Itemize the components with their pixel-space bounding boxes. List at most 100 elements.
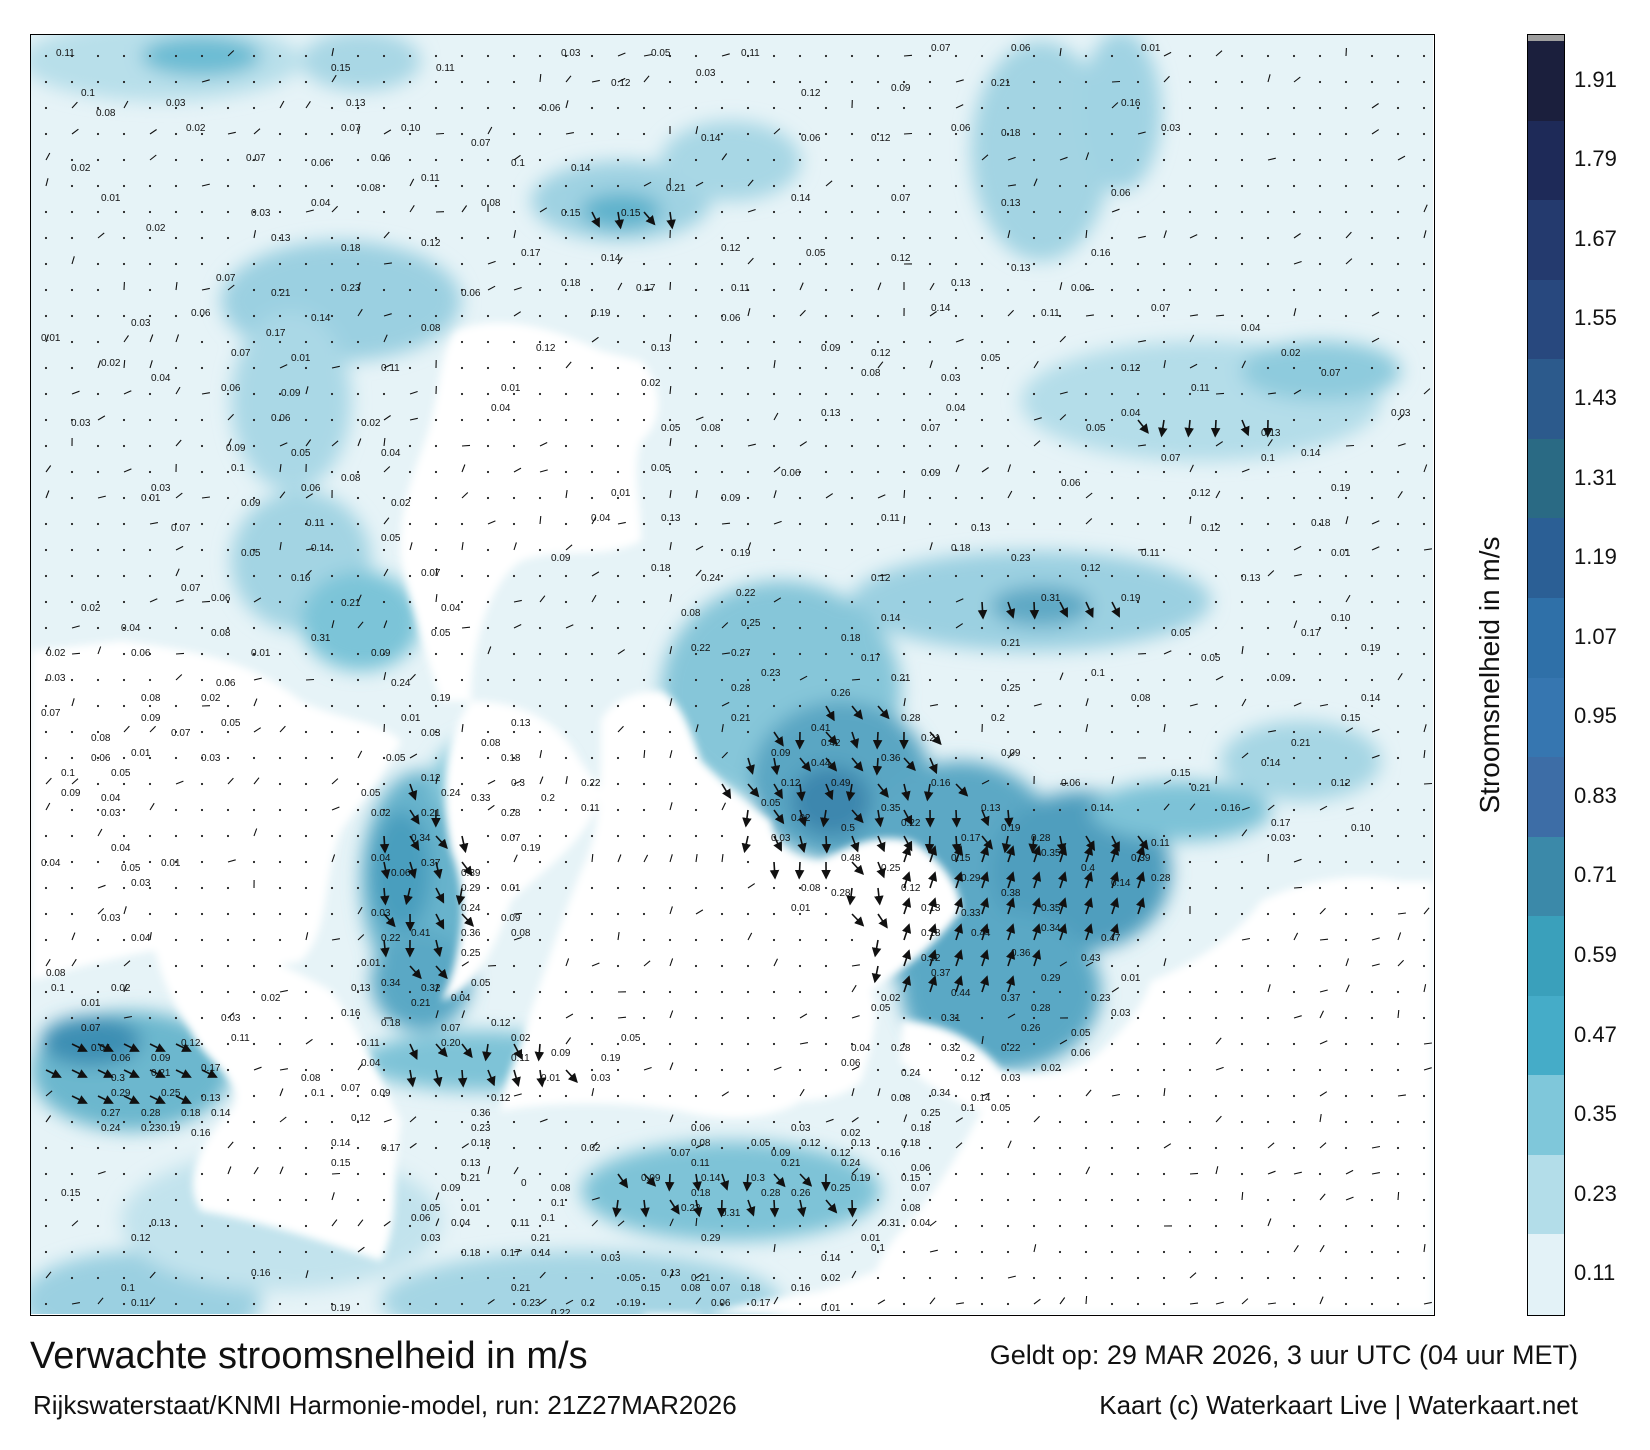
grid-dot — [1058, 730, 1062, 734]
current-arrow — [482, 1043, 492, 1062]
grid-dot — [1162, 444, 1166, 448]
current-speed-map[interactable]: 0.110.10.080.030.020.15 0.110.03 0.05 0.11 0… — [31, 35, 1433, 1314]
current-arrow — [45, 1271, 52, 1279]
colorbar-tick-label: 1.67 — [1574, 225, 1617, 251]
current-arrow — [1397, 414, 1405, 421]
grid-dot — [1318, 314, 1322, 318]
grid-dot — [590, 262, 594, 266]
speed-label: 0.25 — [831, 1183, 851, 1194]
speed-label: 0.06 — [91, 753, 111, 764]
grid-dot — [954, 236, 958, 240]
grid-dot — [1240, 1042, 1244, 1046]
map-frame[interactable]: 0.11 0.1 0.08 0.03 0.02 0.15 0.11 0.03 0.05 0.11 0… — [30, 34, 1435, 1316]
grid-dot — [1162, 548, 1166, 552]
current-arrow — [928, 757, 938, 775]
current-arrow — [1189, 1272, 1197, 1279]
grid-dot — [252, 1276, 256, 1280]
grid-dot — [1032, 808, 1036, 812]
current-arrow — [979, 871, 990, 889]
current-arrow — [1033, 440, 1041, 447]
grid-dot — [590, 704, 594, 708]
grid-dot — [96, 574, 100, 578]
grid-dot — [616, 184, 620, 188]
speed-label: 0.08 — [891, 1093, 911, 1104]
grid-dot — [252, 1120, 256, 1124]
grid-dot — [460, 262, 464, 266]
speed-label: 0.12 — [1081, 563, 1101, 574]
current-arrow — [669, 333, 672, 343]
grid-dot — [850, 340, 854, 344]
grid-dot — [538, 912, 542, 916]
grid-dot — [278, 262, 282, 266]
grid-dot — [538, 990, 542, 994]
grid-dot — [486, 106, 490, 110]
grid-dot — [928, 1042, 932, 1046]
speed-label: 0.02 — [361, 418, 381, 429]
grid-dot — [1396, 314, 1400, 318]
grid-dot — [1370, 496, 1374, 500]
current-arrow — [408, 783, 418, 801]
speed-label: 0.18 — [181, 1108, 201, 1119]
current-arrow — [847, 1199, 858, 1218]
speed-label: 0.33 — [471, 793, 491, 804]
grid-dot — [1396, 886, 1400, 890]
current-arrow — [1005, 949, 1016, 967]
grid-dot — [720, 496, 724, 500]
grid-dot — [1318, 730, 1322, 734]
grid-dot — [954, 1172, 958, 1176]
grid-dot — [668, 730, 672, 734]
grid-dot — [1162, 938, 1166, 942]
grid-dot — [460, 366, 464, 370]
speed-label: 0.32 — [421, 983, 441, 994]
current-arrow — [383, 313, 392, 317]
grid-dot — [226, 262, 230, 266]
grid-dot — [1032, 678, 1036, 682]
current-arrow — [1085, 698, 1089, 707]
grid-dot — [954, 54, 958, 58]
current-arrow — [227, 859, 236, 863]
grid-dot — [1214, 1224, 1218, 1228]
speed-label: 0.04 — [121, 623, 141, 634]
grid-dot — [1266, 236, 1270, 240]
current-arrow — [1111, 601, 1120, 618]
grid-dot — [642, 314, 646, 318]
grid-dot — [382, 158, 386, 162]
current-arrow — [383, 1220, 391, 1227]
speed-label: 0.19 — [431, 693, 451, 704]
grid-dot — [1110, 444, 1114, 448]
grid-dot — [616, 1250, 620, 1254]
grid-dot — [44, 704, 48, 708]
grid-dot — [980, 548, 984, 552]
grid-dot — [148, 106, 152, 110]
grid-dot — [902, 392, 906, 396]
grid-dot — [1292, 990, 1296, 994]
grid-dot — [798, 600, 802, 604]
speed-label: 0.11 — [881, 513, 900, 524]
grid-dot — [330, 756, 334, 760]
grid-dot — [44, 418, 48, 422]
grid-dot — [1110, 1042, 1114, 1046]
current-arrow — [825, 1118, 834, 1123]
grid-dot — [434, 626, 438, 630]
speed-label: 0.12 — [491, 1093, 511, 1104]
grid-dot — [1396, 288, 1400, 292]
grid-dot — [590, 1172, 594, 1176]
grid-dot — [1344, 1016, 1348, 1020]
grid-dot — [434, 730, 438, 734]
grid-dot — [356, 652, 360, 656]
grid-dot — [902, 1302, 906, 1306]
grid-dot — [96, 1198, 100, 1202]
grid-dot — [330, 678, 334, 682]
speed-label: 0.13 — [151, 1218, 171, 1229]
grid-dot — [200, 886, 204, 890]
grid-dot — [148, 678, 152, 682]
speed-label: 0.10 — [1351, 823, 1371, 834]
grid-dot — [876, 392, 880, 396]
current-arrow — [773, 809, 785, 825]
grid-dot — [772, 912, 776, 916]
current-arrow — [1007, 490, 1013, 499]
current-arrow — [565, 544, 573, 551]
grid-dot — [824, 158, 828, 162]
grid-dot — [1318, 782, 1322, 786]
grid-dot — [876, 1042, 880, 1046]
